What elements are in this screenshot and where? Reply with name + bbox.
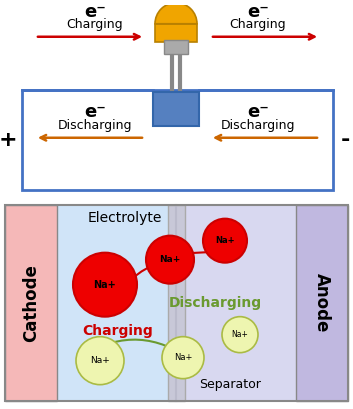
Text: Na+: Na+	[215, 236, 235, 245]
Text: Na+: Na+	[90, 356, 110, 365]
Circle shape	[73, 253, 137, 317]
Text: Charging: Charging	[67, 18, 123, 31]
Text: Na+: Na+	[174, 353, 192, 362]
Text: Electrolyte: Electrolyte	[88, 211, 162, 225]
Text: e⁻: e⁻	[247, 103, 269, 121]
Text: Na+: Na+	[232, 330, 249, 339]
Text: -: -	[340, 130, 350, 150]
Text: Separator: Separator	[199, 378, 261, 391]
Bar	[183, 204, 296, 401]
Bar	[22, 90, 333, 190]
Text: e⁻: e⁻	[84, 3, 106, 21]
Circle shape	[162, 337, 204, 379]
Bar	[5, 204, 57, 401]
Circle shape	[76, 337, 124, 384]
Circle shape	[222, 317, 258, 353]
Text: e⁻: e⁻	[247, 3, 269, 21]
Text: Discharging: Discharging	[221, 119, 295, 132]
FancyBboxPatch shape	[153, 92, 199, 126]
Text: Charging: Charging	[83, 324, 153, 338]
Circle shape	[203, 219, 247, 263]
Circle shape	[146, 236, 194, 284]
Text: Anode: Anode	[313, 273, 331, 333]
Text: Na+: Na+	[159, 255, 181, 264]
Bar	[296, 204, 348, 401]
Text: Discharging: Discharging	[58, 119, 132, 132]
FancyBboxPatch shape	[155, 24, 197, 42]
Text: +: +	[0, 130, 17, 150]
Text: Charging: Charging	[230, 18, 286, 31]
Wedge shape	[155, 3, 197, 24]
Text: Cathode: Cathode	[22, 264, 40, 342]
Bar	[168, 204, 185, 401]
FancyBboxPatch shape	[164, 40, 188, 54]
Text: e⁻: e⁻	[84, 103, 106, 121]
Bar	[57, 204, 175, 401]
Text: Na+: Na+	[94, 280, 116, 290]
Text: Discharging: Discharging	[168, 296, 262, 310]
